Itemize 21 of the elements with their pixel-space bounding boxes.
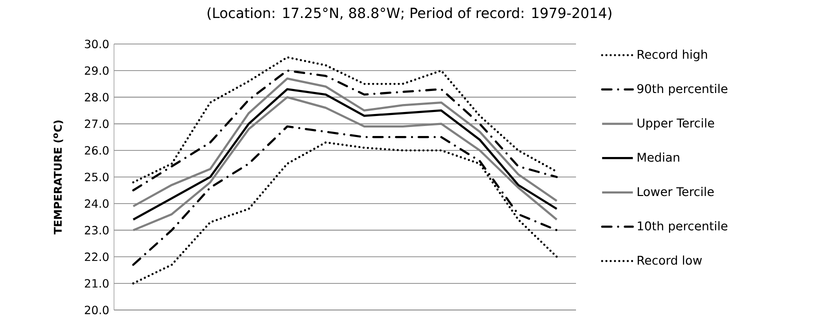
y-tick-label: 20.0 bbox=[84, 306, 109, 314]
line-series bbox=[132, 78, 558, 208]
legend-label: Median bbox=[638, 152, 680, 162]
y-tick-label: 23.0 bbox=[84, 226, 109, 234]
y-tick-label: 30.0 bbox=[84, 40, 109, 48]
y-tick-label: 26.0 bbox=[84, 146, 109, 155]
legend-label: Upper Tercile bbox=[638, 118, 714, 130]
y-tick-label: 28.0 bbox=[84, 92, 109, 102]
chart-title: (Location: 17.25°N, 88.8°W; Period of record: 1979-2014) bbox=[208, 7, 612, 20]
y-tick-label: 24.0 bbox=[84, 199, 109, 208]
y-tick-label: 27.0 bbox=[84, 120, 109, 128]
legend-label: Lower Tercile bbox=[638, 186, 714, 196]
y-axis-title: TEMPERATURE ($^{o}$C) bbox=[53, 120, 64, 234]
y-tick-label: 22.0 bbox=[84, 252, 109, 262]
legend-label: Record low bbox=[638, 255, 702, 265]
legend-label: 90th percentile bbox=[637, 84, 728, 96]
y-tick-label: 29.0 bbox=[84, 66, 109, 75]
y-tick-label: 25.0 bbox=[84, 172, 109, 182]
legend-label: 10th percentile bbox=[638, 221, 728, 233]
y-tick-label: 21.0 bbox=[84, 279, 109, 288]
legend-label: Record high bbox=[638, 50, 707, 62]
